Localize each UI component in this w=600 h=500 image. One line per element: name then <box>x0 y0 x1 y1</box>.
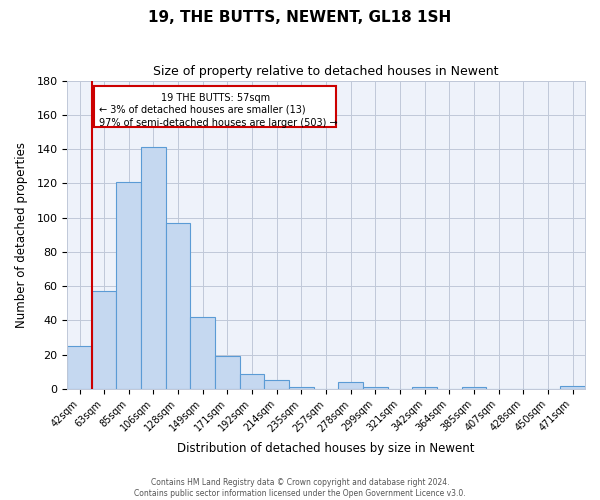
Text: 97% of semi-detached houses are larger (503) →: 97% of semi-detached houses are larger (… <box>99 118 338 128</box>
Bar <box>240 374 265 389</box>
Text: 19 THE BUTTS: 57sqm: 19 THE BUTTS: 57sqm <box>161 92 269 102</box>
Bar <box>560 386 585 389</box>
Bar <box>215 356 240 389</box>
Text: 19, THE BUTTS, NEWENT, GL18 1SH: 19, THE BUTTS, NEWENT, GL18 1SH <box>148 10 452 25</box>
Bar <box>462 387 487 389</box>
Text: ← 3% of detached houses are smaller (13): ← 3% of detached houses are smaller (13) <box>99 104 306 115</box>
Bar <box>92 292 116 389</box>
X-axis label: Distribution of detached houses by size in Newent: Distribution of detached houses by size … <box>178 442 475 455</box>
Text: Contains HM Land Registry data © Crown copyright and database right 2024.
Contai: Contains HM Land Registry data © Crown c… <box>134 478 466 498</box>
Bar <box>412 387 437 389</box>
Bar <box>265 380 289 389</box>
Y-axis label: Number of detached properties: Number of detached properties <box>15 142 28 328</box>
Bar <box>141 148 166 389</box>
FancyBboxPatch shape <box>94 86 336 127</box>
Bar <box>190 317 215 389</box>
Bar <box>363 387 388 389</box>
Bar <box>289 387 314 389</box>
Bar <box>67 346 92 389</box>
Bar <box>338 382 363 389</box>
Bar <box>166 223 190 389</box>
Title: Size of property relative to detached houses in Newent: Size of property relative to detached ho… <box>154 65 499 78</box>
Bar <box>116 182 141 389</box>
